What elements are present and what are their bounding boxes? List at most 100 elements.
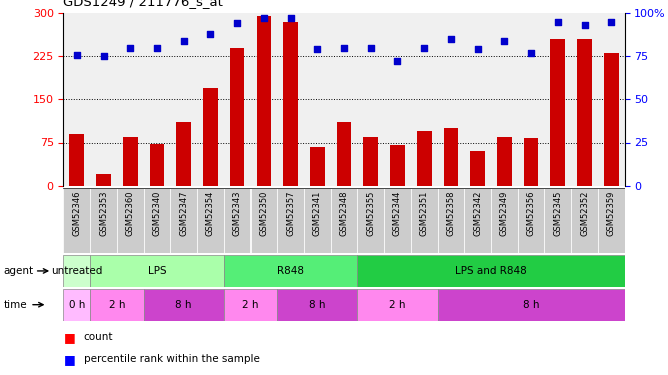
Bar (577, 39, 592, 186)
Bar (63, 188, 90, 253)
Text: GSM52347: GSM52347 (179, 191, 188, 236)
Bar (277, 188, 304, 253)
Bar (444, 128, 458, 186)
Bar (224, 289, 277, 321)
Text: GSM52355: GSM52355 (366, 191, 375, 236)
Bar (150, 144, 164, 186)
Bar (464, 188, 491, 253)
Text: GSM52346: GSM52346 (72, 191, 81, 236)
Point (579, 22, 590, 28)
Text: R848: R848 (277, 266, 304, 276)
Bar (357, 255, 625, 287)
Bar (550, 39, 565, 186)
Bar (257, 16, 271, 186)
Bar (224, 188, 250, 253)
Point (285, 15, 296, 21)
Text: GSM52342: GSM52342 (473, 191, 482, 236)
Bar (544, 188, 571, 253)
Bar (598, 188, 625, 253)
Text: GSM52351: GSM52351 (420, 191, 429, 236)
Bar (69, 134, 84, 186)
Text: GSM52344: GSM52344 (393, 191, 402, 236)
Point (178, 38, 189, 44)
Text: GSM52345: GSM52345 (553, 191, 562, 236)
Point (526, 50, 536, 56)
Bar (197, 188, 224, 253)
Bar (438, 289, 625, 321)
Text: untreated: untreated (51, 266, 102, 276)
Text: GSM52348: GSM52348 (339, 191, 349, 236)
Text: ■: ■ (63, 352, 75, 366)
Text: GSM52360: GSM52360 (126, 191, 135, 236)
Text: GSM52343: GSM52343 (232, 191, 242, 236)
Text: GSM52357: GSM52357 (286, 191, 295, 236)
Bar (331, 188, 357, 253)
Text: ■: ■ (63, 331, 75, 344)
Text: LPS: LPS (148, 266, 166, 276)
Bar (518, 188, 544, 253)
Point (606, 19, 617, 25)
Bar (230, 48, 244, 186)
Bar (491, 188, 518, 253)
Bar (390, 146, 405, 186)
Text: GSM52341: GSM52341 (313, 191, 322, 236)
Point (71, 51, 82, 57)
Bar (438, 188, 464, 253)
Text: GSM52359: GSM52359 (607, 191, 616, 236)
Text: 2 h: 2 h (109, 300, 125, 310)
Text: percentile rank within the sample: percentile rank within the sample (84, 354, 259, 364)
Text: GSM52356: GSM52356 (526, 191, 536, 236)
Bar (117, 188, 144, 253)
Bar (411, 188, 438, 253)
Bar (250, 188, 277, 253)
Bar (470, 151, 485, 186)
Text: time: time (3, 300, 27, 310)
Bar (357, 289, 438, 321)
Point (98, 53, 109, 59)
Point (365, 45, 376, 51)
Text: 0 h: 0 h (69, 300, 85, 310)
Bar (497, 137, 512, 186)
Bar (203, 88, 218, 186)
Bar (144, 289, 224, 321)
Bar (63, 255, 90, 287)
Point (339, 45, 349, 51)
Bar (90, 255, 224, 287)
Bar (63, 289, 90, 321)
Point (446, 36, 456, 42)
Point (312, 46, 323, 53)
Text: 8 h: 8 h (176, 300, 192, 310)
Bar (384, 188, 411, 253)
Point (552, 19, 563, 25)
Bar (90, 188, 117, 253)
Text: GSM52354: GSM52354 (206, 191, 215, 236)
Text: GSM52352: GSM52352 (580, 191, 589, 236)
Bar (310, 147, 325, 186)
Bar (224, 255, 357, 287)
Point (205, 31, 216, 37)
Point (152, 45, 162, 51)
Text: GSM52349: GSM52349 (500, 191, 509, 236)
Text: 8 h: 8 h (309, 300, 325, 310)
Bar (357, 188, 384, 253)
Text: GDS1249 / 211776_s_at: GDS1249 / 211776_s_at (63, 0, 223, 9)
Point (259, 15, 269, 21)
Bar (417, 131, 432, 186)
Text: GSM52353: GSM52353 (99, 191, 108, 236)
Point (499, 38, 510, 44)
Text: count: count (84, 332, 113, 342)
Bar (90, 289, 144, 321)
Bar (170, 188, 197, 253)
Point (472, 46, 483, 53)
Bar (604, 53, 619, 186)
Bar (337, 122, 351, 186)
Bar (571, 188, 598, 253)
Text: LPS and R848: LPS and R848 (455, 266, 527, 276)
Text: 2 h: 2 h (242, 300, 259, 310)
Text: GSM52350: GSM52350 (259, 191, 269, 236)
Text: GSM52340: GSM52340 (152, 191, 162, 236)
Point (419, 45, 430, 51)
Point (125, 45, 136, 51)
Bar (144, 188, 170, 253)
Bar (363, 137, 378, 186)
